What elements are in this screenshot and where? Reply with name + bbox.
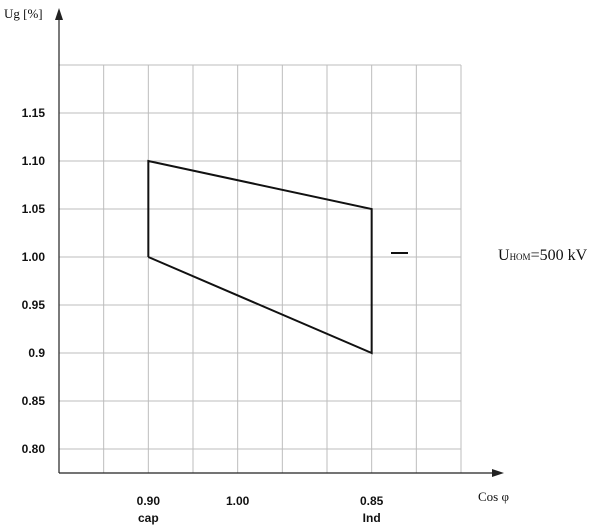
y-tick-label: 0.95 bbox=[22, 298, 46, 312]
annotation-value: =500 kV bbox=[531, 247, 588, 264]
y-tick-label: 1.15 bbox=[22, 106, 46, 120]
series bbox=[147, 159, 373, 355]
operating-envelope-line bbox=[147, 159, 373, 355]
x-tick-label: 1.00 bbox=[226, 494, 250, 508]
y-tick-label: 0.85 bbox=[22, 394, 46, 408]
x-tick-label: 0.90 bbox=[137, 494, 161, 508]
x-tick-sublabel: Ind bbox=[363, 511, 381, 525]
x-axis-arrow bbox=[492, 469, 504, 477]
y-tick-label: 0.80 bbox=[22, 442, 46, 456]
x-axis-title: Cos φ bbox=[478, 489, 509, 504]
y-tick-label: 1.00 bbox=[22, 250, 46, 264]
annotation-main: U bbox=[498, 247, 510, 264]
y-axis-title: Ug [%] bbox=[4, 6, 43, 21]
y-tick-label: 0.9 bbox=[28, 346, 45, 360]
nominal-voltage-annotation: UНОМ=500 kV bbox=[498, 247, 588, 264]
annotation-subscript: НОМ bbox=[510, 252, 531, 262]
x-tick-sublabel: cap bbox=[138, 511, 159, 525]
y-tick-label: 1.05 bbox=[22, 202, 46, 216]
grid bbox=[59, 64, 462, 473]
x-tick-label: 0.85 bbox=[360, 494, 384, 508]
y-tick-label: 1.10 bbox=[22, 154, 46, 168]
y-axis-arrow bbox=[55, 8, 63, 20]
axes bbox=[55, 8, 504, 477]
y-tick-labels: 1.15 1.10 1.05 1.00 0.95 0.9 0.85 0.80 bbox=[22, 106, 46, 456]
x-tick-labels: 0.90 cap 1.00 0.85 Ind bbox=[137, 494, 384, 525]
